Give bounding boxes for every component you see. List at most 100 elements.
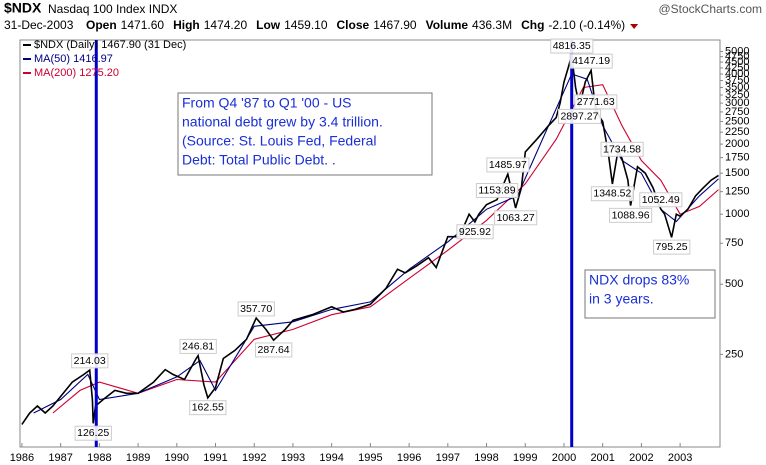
x-tick-label: 1995 bbox=[358, 452, 382, 464]
point-label: 287.64 bbox=[258, 344, 290, 356]
x-tick-label: 1996 bbox=[397, 452, 421, 464]
quote-value: 1471.60 bbox=[121, 18, 165, 32]
point-label: 246.81 bbox=[182, 340, 214, 352]
x-tick-label: 1994 bbox=[319, 452, 343, 464]
point-label: 1088.96 bbox=[612, 209, 650, 221]
point-label-box bbox=[456, 224, 494, 240]
quote-value: 436.3M bbox=[472, 18, 512, 32]
x-tick-label: 1987 bbox=[48, 452, 72, 464]
point-label: 925.92 bbox=[459, 226, 491, 238]
point-label-box bbox=[600, 141, 644, 157]
y-tick-label: 2000 bbox=[725, 138, 749, 150]
point-label: 2771.63 bbox=[577, 96, 615, 108]
legend-label: MA(50) 1416.97 bbox=[34, 53, 113, 65]
quote-date: 31-Dec-2003 bbox=[4, 18, 74, 32]
chart-subtitle: Nasdaq 100 Index INDX bbox=[48, 2, 177, 16]
quote-label: Chg bbox=[521, 18, 544, 32]
note-text: in 3 years. bbox=[589, 291, 654, 307]
y-tick-label: 3750 bbox=[725, 74, 749, 86]
y-tick-label: 4500 bbox=[725, 56, 749, 68]
down-arrow bbox=[630, 24, 639, 29]
point-label-box bbox=[179, 338, 217, 354]
y-tick-label: 3000 bbox=[725, 97, 749, 109]
series-line bbox=[21, 54, 719, 425]
series-line bbox=[33, 73, 719, 414]
point-label: 1052.49 bbox=[642, 194, 680, 206]
x-tick-label: 2002 bbox=[629, 452, 653, 464]
note-text: (Source: St. Louis Fed, Federal bbox=[182, 133, 377, 149]
quote-value: 1467.90 bbox=[373, 18, 417, 32]
quote-label: Close bbox=[337, 18, 370, 32]
point-label: 4147.19 bbox=[572, 55, 610, 67]
y-tick-label: 1000 bbox=[725, 208, 749, 220]
point-label-box bbox=[653, 239, 691, 255]
note-text: From Q4 '87 to Q1 '00 - US bbox=[182, 95, 352, 111]
point-label-box bbox=[639, 192, 683, 208]
point-label-box bbox=[475, 182, 519, 198]
x-tick-label: 1989 bbox=[126, 452, 150, 464]
quote-row: Open 1471.60 High 1474.20 Low 1459.10 Close 146… bbox=[86, 18, 639, 32]
y-tick-label: 1500 bbox=[725, 167, 749, 179]
point-label: 1348.52 bbox=[593, 188, 631, 200]
point-label-box bbox=[494, 210, 538, 226]
point-label: 1485.97 bbox=[489, 159, 527, 171]
y-tick-label: 2500 bbox=[725, 115, 749, 127]
x-tick-label: 2001 bbox=[590, 452, 614, 464]
quote-label: Low bbox=[256, 18, 281, 32]
y-tick-label: 2250 bbox=[725, 126, 749, 138]
y-tick-label: 1250 bbox=[725, 186, 749, 198]
point-label: 4816.35 bbox=[553, 40, 591, 52]
x-tick-label: 1992 bbox=[242, 452, 266, 464]
quote-value: -2.10 (-0.14%) bbox=[548, 18, 625, 32]
point-label-box bbox=[71, 353, 109, 369]
point-label: 2897.27 bbox=[560, 110, 598, 122]
y-tick-label: 3250 bbox=[725, 89, 749, 101]
point-label: 126.25 bbox=[77, 427, 109, 439]
point-label-box bbox=[590, 186, 634, 202]
point-label-box bbox=[486, 157, 530, 173]
x-tick-label: 1990 bbox=[165, 452, 189, 464]
legend-label: $NDX (Daily) 1467.90 (31 Dec) bbox=[34, 39, 186, 51]
point-label: 357.70 bbox=[240, 303, 272, 315]
y-tick-label: 1750 bbox=[725, 152, 749, 164]
point-label-box bbox=[237, 301, 275, 317]
x-tick-label: 2003 bbox=[668, 452, 692, 464]
point-label: 795.25 bbox=[656, 241, 688, 253]
y-tick-label: 3500 bbox=[725, 81, 749, 93]
point-label-box bbox=[609, 207, 653, 223]
point-label-box bbox=[557, 108, 602, 124]
point-label-box bbox=[189, 400, 227, 416]
point-label: 214.03 bbox=[74, 355, 106, 367]
x-tick-label: 1986 bbox=[10, 452, 34, 464]
y-tick-label: 750 bbox=[725, 237, 743, 249]
quote-value: 1459.10 bbox=[284, 18, 328, 32]
note-text: national debt grew by 3.4 trillion. bbox=[182, 114, 383, 130]
point-label: 162.55 bbox=[192, 402, 224, 414]
point-label-box bbox=[550, 38, 594, 54]
quote-label: Open bbox=[86, 18, 117, 32]
point-label: 1153.89 bbox=[478, 184, 515, 196]
point-label-box bbox=[569, 53, 613, 69]
y-tick-label: 500 bbox=[725, 278, 743, 290]
x-tick-label: 2000 bbox=[552, 452, 576, 464]
y-tick-label: 5000 bbox=[725, 45, 749, 57]
y-tick-label: 4750 bbox=[725, 51, 749, 63]
y-tick-label: 4250 bbox=[725, 62, 749, 74]
series-line bbox=[52, 84, 719, 414]
chart-title: $NDX bbox=[4, 0, 42, 16]
note-text: Debt: Total Public Debt. . bbox=[182, 152, 336, 168]
y-tick-label: 2750 bbox=[725, 106, 749, 118]
note-text: NDX drops 83% bbox=[589, 272, 689, 288]
point-label-box bbox=[574, 94, 618, 110]
note-box bbox=[177, 92, 433, 176]
x-tick-label: 1993 bbox=[281, 452, 305, 464]
quote-value: 1474.20 bbox=[204, 18, 248, 32]
point-label-box bbox=[255, 342, 293, 358]
note-box bbox=[584, 269, 716, 319]
x-tick-label: 1988 bbox=[87, 452, 111, 464]
quote-label: High bbox=[173, 18, 200, 32]
y-tick-label: 250 bbox=[725, 348, 743, 360]
y-tick-label: 4000 bbox=[725, 68, 749, 80]
